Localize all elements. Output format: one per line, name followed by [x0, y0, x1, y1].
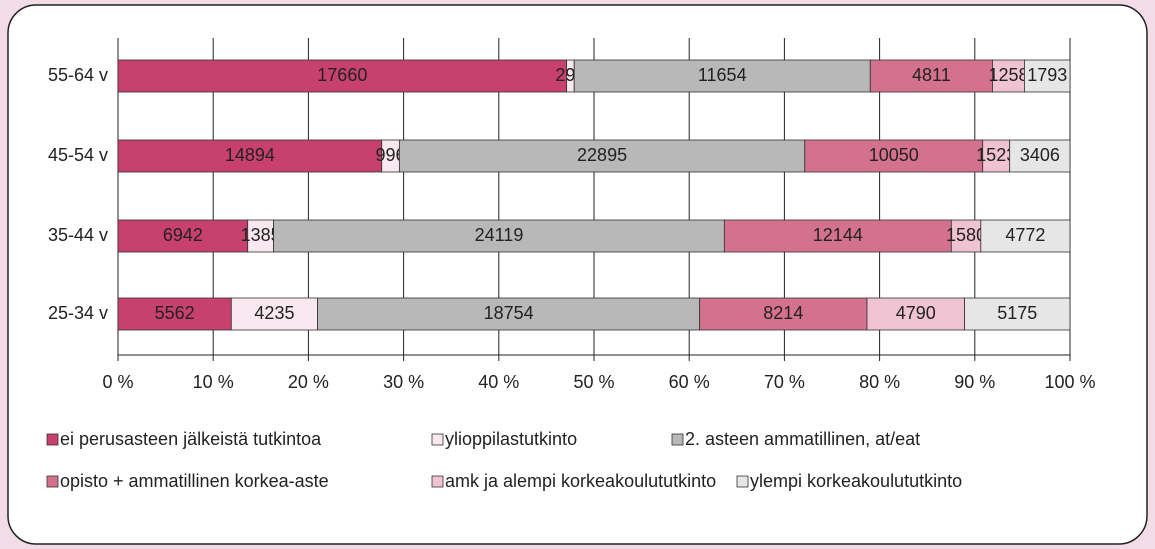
legend-swatch [46, 433, 59, 446]
bar-segment [273, 219, 725, 253]
legend-swatch [431, 475, 444, 488]
x-tick-label: 10 % [193, 372, 234, 392]
bar-segment [804, 139, 984, 173]
data-label: 4772 [1005, 225, 1045, 245]
x-tick-label: 70 % [764, 372, 805, 392]
bar-segment [117, 297, 232, 331]
data-label: 1580 [946, 225, 986, 245]
legend-label: amk ja alempi korkeakoulututkinto [445, 471, 716, 491]
data-label: 1258 [988, 65, 1028, 85]
x-tick-label: 80 % [859, 372, 900, 392]
data-label: 996 [376, 145, 406, 165]
bar-segment [117, 139, 383, 173]
legend-label: ylioppilastutkinto [445, 429, 577, 449]
y-tick-label: 25-34 v [48, 303, 108, 323]
legend-label: ei perusasteen jälkeistä tutkintoa [60, 429, 322, 449]
bar-segment [950, 219, 982, 253]
x-tick-label: 0 % [102, 372, 133, 392]
bar-segment [230, 297, 318, 331]
data-label: 6942 [163, 225, 203, 245]
legend-swatch [736, 475, 749, 488]
data-label: 1793 [1027, 65, 1067, 85]
y-tick-label: 45-54 v [48, 145, 108, 165]
legend-label: ylempi korkeakoulututkinto [750, 471, 962, 491]
data-label: 11654 [698, 65, 747, 85]
data-label: 5175 [997, 303, 1037, 323]
x-tick-label: 40 % [478, 372, 519, 392]
bar-segment [699, 297, 868, 331]
legend-label: 2. asteen ammatillinen, at/eat [685, 429, 920, 449]
x-tick-label: 60 % [669, 372, 710, 392]
bar-segment [247, 219, 275, 253]
bar-segment [573, 59, 871, 93]
legend-swatch [46, 475, 59, 488]
legend-swatch [671, 433, 684, 446]
data-label: 14894 [225, 145, 275, 165]
bar-segment [1009, 139, 1071, 173]
data-label: 22895 [577, 145, 627, 165]
bar-segment [317, 297, 701, 331]
bar-segment [117, 219, 249, 253]
data-label: 17660 [317, 65, 367, 85]
bar-segment [964, 297, 1071, 331]
x-tick-label: 30 % [383, 372, 424, 392]
data-label: 1523 [976, 145, 1016, 165]
x-tick-label: 100 % [1044, 372, 1095, 392]
y-tick-label: 35-44 v [48, 225, 108, 245]
bar-segment [1024, 59, 1071, 93]
x-tick-label: 90 % [954, 372, 995, 392]
data-label: 10050 [869, 145, 919, 165]
data-label: 1385 [241, 225, 281, 245]
bar-segment [980, 219, 1071, 253]
data-label: 18754 [484, 303, 534, 323]
bar-segment [398, 139, 806, 173]
data-label: 5562 [155, 303, 195, 323]
bar-segment [117, 59, 568, 93]
bar-segment [723, 219, 952, 253]
y-tick-label: 55-64 v [48, 65, 108, 85]
x-tick-label: 50 % [573, 372, 614, 392]
legend-swatch [431, 433, 444, 446]
x-tick-label: 20 % [288, 372, 329, 392]
data-label: 8214 [763, 303, 803, 323]
data-label: 4811 [912, 65, 951, 85]
data-label: 24119 [475, 225, 524, 245]
data-label: 12144 [813, 225, 863, 245]
bar-segment [866, 297, 965, 331]
data-label: 4235 [254, 303, 294, 323]
data-label: 4790 [896, 303, 936, 323]
data-label: 3406 [1020, 145, 1060, 165]
legend-label: opisto + ammatillinen korkea-aste [60, 471, 329, 491]
